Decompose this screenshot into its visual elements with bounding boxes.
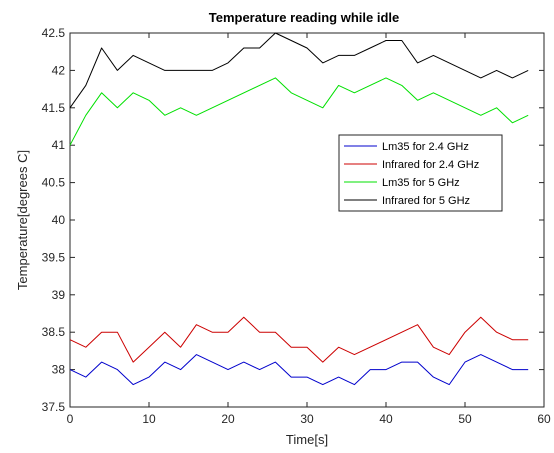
axes-box [69,32,545,408]
x-tick-label: 0 [67,412,74,426]
y-tick-label: 41.5 [42,101,66,115]
series-lines [69,32,529,386]
y-tick-label: 41 [52,138,66,152]
chart-title: Temperature reading while idle [209,10,399,25]
x-tick-label: 40 [379,412,393,426]
y-tick-label: 38 [52,363,66,377]
y-tick-label: 38.5 [42,325,66,339]
y-tick-label: 42.5 [42,26,66,40]
legend-entry-label: Infrared for 5 GHz [382,195,470,207]
x-tick-label: 30 [300,412,314,426]
y-tick-label: 42 [52,63,66,77]
legend-box [338,134,503,212]
series-line-1 [69,354,529,386]
y-axis-label: Temperature[degrees C] [15,150,30,290]
legend-entry-label: Lm35 for 5 GHz [382,177,460,189]
x-axis-label: Time[s] [286,432,328,447]
y-tick-label: 39 [52,288,66,302]
legend-entry-label: Lm35 for 2.4 GHz [382,141,469,153]
legend: Lm35 for 2.4 GHz Infrared for 2.4 GHz Lm35… [338,134,503,212]
legend-entry-label: Infrared for 2.4 GHz [382,159,479,171]
series-line-3 [69,77,529,146]
series-line-4 [69,32,529,109]
y-tick-label: 40 [52,213,66,227]
axis-ticks: 0 10 20 30 40 50 60 37.5 38 38.5 39 39.5 40 40.5 41 41.… [42,26,551,426]
x-tick-label: 50 [458,412,472,426]
y-tick-label: 39.5 [42,250,66,264]
x-tick-label: 20 [221,412,235,426]
y-tick-label: 37.5 [42,400,66,414]
plot-area: 0 10 20 30 40 50 60 37.5 38 38.5 39 39.5 40 40.5 41 41.… [42,26,551,426]
y-tick-label: 40.5 [42,176,66,190]
x-tick-label: 60 [537,412,551,426]
x-tick-label: 10 [142,412,156,426]
series-line-2 [69,316,529,363]
